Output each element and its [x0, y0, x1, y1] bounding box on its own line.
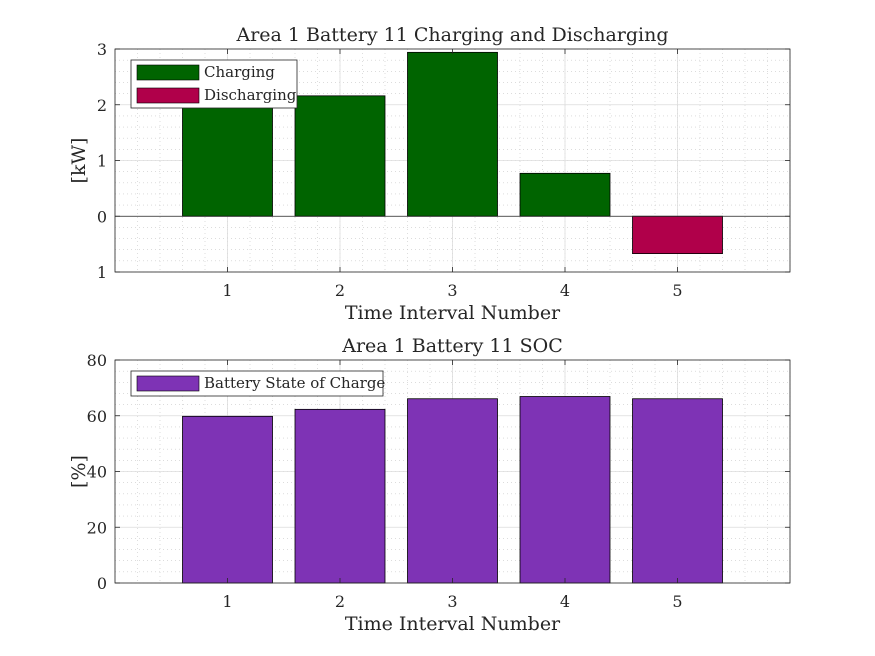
- x-tick-label: 5: [672, 281, 682, 300]
- legend-label: Battery State of Charge: [204, 374, 385, 392]
- y-tick-label: 0: [97, 574, 107, 593]
- y-tick-labels: 3 2 1 0 1: [97, 40, 790, 282]
- bar: [182, 415, 273, 584]
- charging-chart: 1 2 3 4 5 3 2 1 0 1 Area 1 Battery 11 Charging a…: [68, 24, 791, 324]
- chart-title: Area 1 Battery 11 Charging and Dischargi…: [235, 24, 668, 46]
- x-tick-label: 1: [222, 281, 232, 300]
- x-axis-label: Time Interval Number: [345, 613, 561, 635]
- chart-title: Area 1 Battery 11 SOC: [341, 335, 563, 357]
- bars: [182, 51, 723, 255]
- y-tick-label: 60: [87, 407, 107, 426]
- x-tick-label: 2: [335, 592, 345, 611]
- x-tick-label: 3: [447, 281, 457, 300]
- x-axis-label: Time Interval Number: [345, 302, 561, 324]
- y-tick-label: 2: [97, 96, 107, 115]
- y-tick-label: 40: [87, 463, 107, 482]
- bar: [519, 396, 611, 584]
- x-tick-label: 5: [672, 592, 682, 611]
- bar: [519, 172, 611, 217]
- bar: [632, 215, 723, 255]
- legend-swatch: [136, 375, 200, 392]
- y-tick-label: 3: [97, 40, 107, 59]
- x-tick-labels: 1 2 3 4 5: [222, 49, 683, 300]
- y-tick-label: 1: [97, 263, 107, 282]
- bar: [407, 398, 498, 584]
- y-tick-label: 80: [87, 351, 107, 370]
- bar: [632, 398, 723, 584]
- bar: [294, 95, 386, 217]
- y-tick-label: 1: [97, 152, 107, 171]
- bars: [182, 396, 723, 584]
- bar: [294, 408, 386, 584]
- y-tick-label: 0: [97, 207, 107, 226]
- bar: [407, 51, 498, 217]
- x-tick-label: 4: [560, 281, 570, 300]
- legend-swatch: [136, 64, 200, 81]
- y-tick-label: 20: [87, 518, 107, 537]
- legend-swatch: [136, 87, 200, 104]
- x-tick-labels: 1 2 3 4 5: [222, 360, 683, 611]
- legend-label: Charging: [204, 63, 275, 81]
- soc-chart: 1 2 3 4 5 80 60 40 20 0 Area 1 Battery 11 SOC Ti…: [68, 335, 791, 635]
- x-tick-label: 4: [560, 592, 570, 611]
- bar: [182, 100, 273, 217]
- legend: Battery State of Charge: [130, 370, 385, 397]
- legend: Charging Discharging: [130, 59, 298, 109]
- y-axis-label: [kW]: [68, 138, 90, 184]
- x-tick-label: 1: [222, 592, 232, 611]
- x-tick-label: 2: [335, 281, 345, 300]
- x-tick-label: 3: [447, 592, 457, 611]
- y-tick-labels: 80 60 40 20 0: [87, 351, 790, 593]
- y-axis-label: [%]: [68, 455, 90, 488]
- legend-label: Discharging: [204, 86, 297, 104]
